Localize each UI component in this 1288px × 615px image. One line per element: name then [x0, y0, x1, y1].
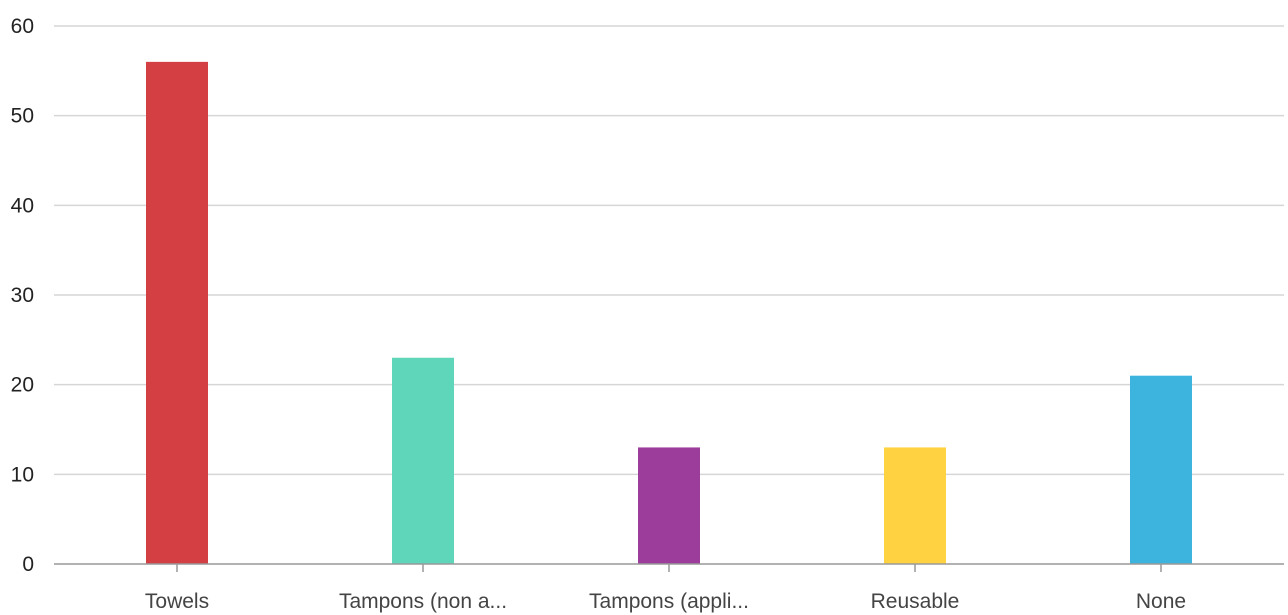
y-tick-label-30: 30 — [11, 284, 34, 307]
y-tick-label-0: 0 — [22, 553, 34, 576]
bar-2[interactable] — [392, 357, 454, 564]
y-axis-ticks: 0 10 20 30 40 50 60 — [11, 15, 34, 576]
x-axis-ticks: Towels Tampons (non a... Tampons (appli...… — [145, 564, 1186, 613]
x-tick-label-4: Reusable — [871, 590, 960, 613]
bar-1[interactable] — [146, 61, 208, 564]
y-tick-label-10: 10 — [11, 463, 34, 486]
x-tick-label-2: Tampons (non a... — [339, 590, 507, 613]
y-tick-label-20: 20 — [11, 374, 34, 397]
x-tick-label-1: Towels — [145, 590, 209, 613]
gridlines — [54, 25, 1284, 476]
y-tick-label-50: 50 — [11, 105, 34, 128]
x-tick-label-3: Tampons (appli... — [589, 590, 749, 613]
x-tick-label-5: None — [1136, 590, 1186, 613]
y-tick-label-40: 40 — [11, 194, 34, 217]
bar-3[interactable] — [638, 447, 700, 564]
bars — [146, 61, 1192, 564]
bar-4[interactable] — [884, 447, 946, 564]
bar-5[interactable] — [1130, 375, 1192, 564]
y-tick-label-60: 60 — [11, 15, 34, 38]
